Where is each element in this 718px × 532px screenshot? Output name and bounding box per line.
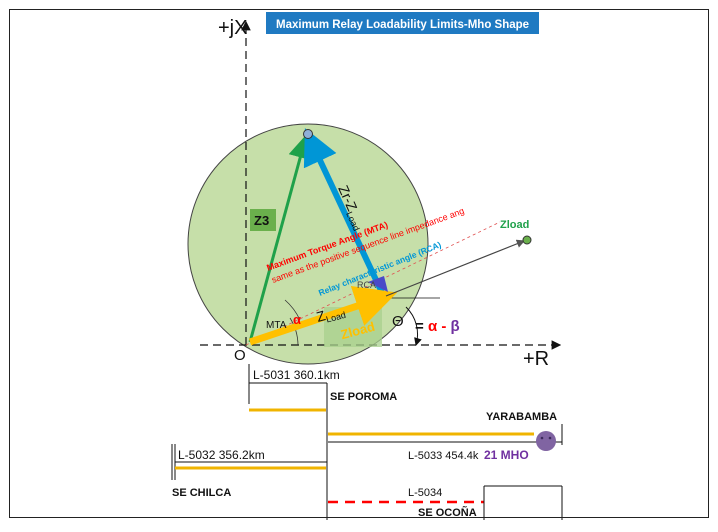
jx-axis-label: +jX	[218, 17, 247, 39]
z3-label: Z3	[254, 213, 269, 228]
relay-marker	[368, 276, 388, 292]
title-box	[266, 12, 539, 34]
origin-label: O	[234, 347, 246, 364]
zr-zload-vector	[303, 128, 387, 299]
zload-vector	[248, 286, 398, 346]
mta-line	[245, 221, 501, 346]
z3-vector	[248, 134, 312, 343]
zr-point	[303, 129, 313, 139]
alpha-label: α	[293, 312, 301, 327]
r-axis-label: +R	[523, 348, 549, 370]
zload-point-line	[385, 239, 526, 297]
mho21-label: 21 MHO	[484, 448, 529, 462]
relay-21-icon	[536, 431, 556, 451]
se-poroma-label: SE POROMA	[330, 391, 397, 403]
mta-short: MTA	[266, 320, 287, 331]
zload-point	[522, 235, 532, 245]
l5034-label: L-5034	[408, 487, 442, 499]
yarabamba-label: YARABAMBA	[486, 411, 557, 423]
title-text: Maximum Relay Loadability Limits-Mho Sha…	[276, 19, 529, 31]
z3-box	[250, 209, 276, 231]
alpha-angle-arc	[284, 299, 301, 321]
rca-short: RCA	[357, 280, 376, 290]
mta-angle-arc	[289, 317, 299, 346]
se-chilca-label: SE CHILCA	[172, 487, 231, 499]
alpha-minus-beta: = α - β	[415, 318, 460, 335]
l5033-label: L-5033 454.4k	[408, 450, 479, 462]
zload-point-label: Zload	[500, 219, 529, 231]
se-ocona-label: SE OCOÑA	[418, 506, 477, 519]
l5031-label: L-5031 360.1km	[253, 368, 340, 382]
theta-arc	[405, 306, 422, 346]
theta-label: Θ	[392, 313, 404, 330]
relay-21-eye-r	[548, 436, 552, 440]
relay-21-eye-l	[540, 436, 544, 440]
l5032-label: L-5032 356.2km	[178, 448, 265, 462]
outer-frame	[9, 9, 709, 518]
